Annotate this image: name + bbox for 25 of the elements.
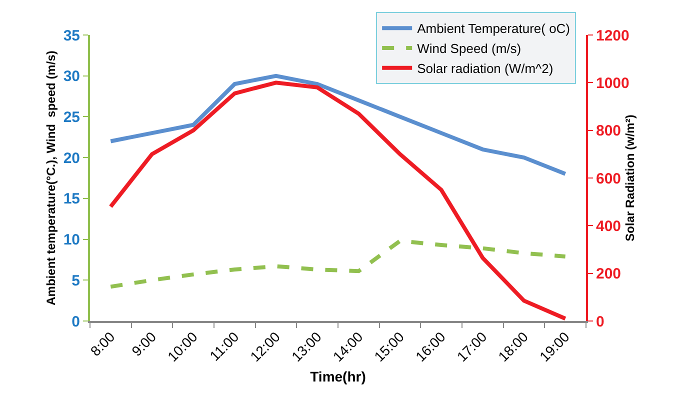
x-axis-title: Time(hr)	[310, 368, 366, 384]
y-tick-label: 5	[72, 272, 80, 290]
y-tick-label: 0	[72, 313, 80, 330]
x-tick-label: 9:00	[128, 328, 160, 360]
legend-label: Solar radiation (W/m^2)	[417, 60, 554, 76]
y-tick-label: 35	[63, 27, 80, 44]
y2-tick-label: 400	[596, 218, 622, 235]
line-series	[108, 238, 568, 289]
y2-axis-title: Solar Radiation (w/m²)	[623, 114, 638, 242]
line-series	[108, 80, 568, 321]
y-tick-label: 10	[63, 232, 80, 249]
y2-tick-label: 200	[596, 266, 622, 283]
y2-tick-label: 1000	[596, 74, 630, 92]
y2-tick-label: 0	[596, 313, 604, 330]
y2-tick-label: 800	[596, 122, 622, 140]
y2-tick-label: 600	[596, 170, 622, 188]
legend-label: Wind Speed (m/s)	[417, 41, 522, 56]
x-tick-label: 8:00	[87, 328, 118, 360]
y-axis-title: Ambient temperature(°C.), Wind speed (m/s)	[44, 50, 58, 306]
legend-label: Ambient Temperature( oC)	[417, 21, 570, 36]
y2-tick-label: 1200	[596, 27, 630, 44]
y-tick-label: 20	[63, 150, 80, 167]
y-tick-label: 30	[63, 68, 80, 86]
y-tick-label: 15	[63, 190, 80, 208]
y-tick-label: 25	[63, 108, 80, 126]
